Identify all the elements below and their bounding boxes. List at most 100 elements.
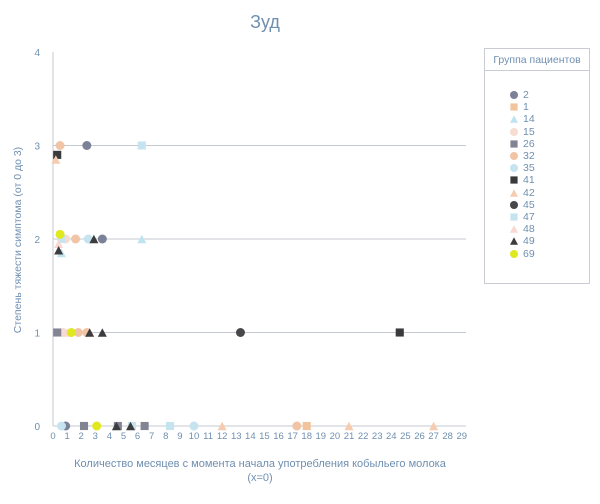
legend-label: 14 [523,113,535,126]
legend-item-69: 69 [509,247,535,260]
legend-item-1: 1 [509,101,535,113]
legend-marker-15 [510,127,518,136]
data-point-series-32 [55,141,65,150]
data-point-series-49 [89,234,99,244]
y-tick-label: 3 [34,142,40,153]
data-point-series-69 [66,328,76,337]
x-tick-label: 8 [163,431,168,442]
data-point-series-41 [395,328,404,337]
circle-marker-icon [510,200,518,209]
legend-marker-41 [510,176,518,185]
data-point-series-42 [429,421,439,431]
data-point-series-35 [56,421,66,431]
legend-item-32: 32 [509,150,535,162]
x-tick-label: 13 [231,431,242,442]
triangle-marker-icon [510,237,518,246]
legend-marker-1 [510,103,518,111]
data-point-series-49 [126,421,136,431]
x-tick-label: 2 [79,431,84,442]
legend-marker-42 [510,188,518,197]
legend-label: 69 [523,247,535,260]
x-tick-label: 6 [135,431,140,442]
legend-item-47: 47 [509,211,535,223]
legend-item-35: 35 [509,162,535,174]
legend-marker-26 [510,140,518,148]
x-tick-label: 3 [93,431,98,442]
legend-item-2: 2 [509,89,535,101]
legend-item-14: 14 [509,113,535,125]
legend-marker-35 [510,164,518,173]
data-points [51,141,439,431]
x-tick-label: 20 [330,431,341,442]
y-tick-label: 0 [34,422,40,433]
gridlines [53,145,466,333]
legend-item-45: 45 [509,199,535,211]
data-point-series-42 [344,421,354,431]
y-axis-label: Степень тяжести симптома (от 0 до 3) [12,146,24,334]
legend-items: 2 1 14 15 26 32 35 41 42 45 47 48 49 69 [509,89,535,260]
x-tick-label: 25 [400,431,411,442]
circle-marker-icon [510,127,518,136]
data-point-series-49 [111,421,121,431]
y-tick-label: 2 [34,235,40,246]
legend-label: 32 [523,150,535,163]
legend-title: Группа пациентов [485,49,589,71]
circle-marker-icon [510,152,518,161]
data-point-series-47 [137,141,146,150]
x-axis-label: Количество месяцев с момента начала упот… [74,458,446,484]
square-marker-icon [510,140,518,148]
legend-item-42: 42 [509,187,535,199]
triangle-marker-icon [510,115,518,124]
x-tick-label: 16 [273,431,284,442]
x-tick-label: 10 [189,431,200,442]
data-point-series-35 [189,421,199,431]
data-point-series-47 [165,421,175,431]
data-point-series-48 [54,239,64,248]
data-point-series-49 [85,328,95,337]
x-tick-label: 5 [121,431,126,442]
data-point-series-1 [302,421,311,431]
data-point-series-26 [140,421,149,431]
circle-marker-icon [510,249,518,258]
legend-label: 35 [523,162,535,175]
data-point-series-69 [55,229,65,239]
triangle-marker-icon [510,188,518,197]
legend-item-49: 49 [509,235,535,247]
x-tick-label: 24 [386,431,397,442]
x-tick-label: 1 [64,431,69,442]
x-tick-label: 18 [301,431,312,442]
x-tick-label: 11 [203,431,213,442]
y-tick-label: 4 [34,48,40,59]
x-tick-label: 22 [358,431,369,442]
legend-label: 1 [523,101,529,114]
data-point-series-2 [97,234,107,244]
legend-label: 47 [523,210,535,223]
x-tick-label: 17 [287,431,298,442]
square-marker-icon [510,213,518,221]
legend: Группа пациентов 2 1 14 15 26 32 35 41 42 45 47 48 4… [484,48,590,284]
data-point-series-2 [82,141,92,150]
y-tick-label: 1 [34,329,40,340]
circle-marker-icon [510,91,518,100]
square-marker-icon [510,103,518,111]
x-tick-label: 14 [245,431,256,442]
data-point-series-42 [51,155,61,164]
legend-marker-47 [510,213,518,221]
legend-label: 48 [523,223,535,236]
data-point-series-47 [57,234,66,244]
data-point-series-26 [79,421,89,431]
triangle-marker-icon [510,225,518,233]
legend-label: 41 [523,174,535,187]
x-tick-label: 12 [217,431,228,442]
x-tick-label: 21 [344,431,355,442]
x-tick-label: 15 [259,431,270,442]
chart-title: Зуд [250,12,280,32]
data-point-series-14 [137,234,147,244]
legend-marker-49 [510,237,518,246]
legend-label: 45 [523,198,535,211]
legend-marker-45 [510,200,518,209]
legend-marker-2 [510,91,518,100]
legend-item-41: 41 [509,174,535,186]
x-tick-label: 26 [414,431,425,442]
x-tick-label: 28 [442,431,453,442]
